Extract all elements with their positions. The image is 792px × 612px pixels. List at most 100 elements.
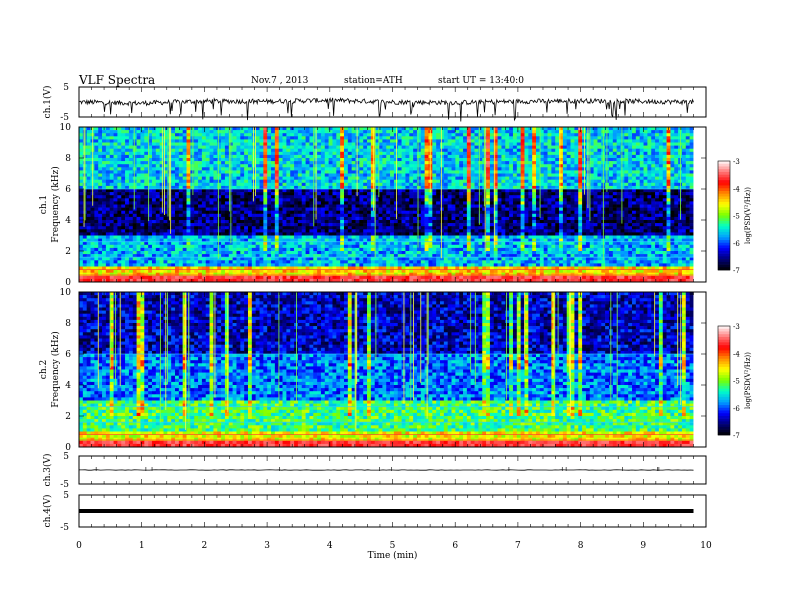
spectrogram-cell — [516, 201, 521, 205]
spectrogram-cell — [639, 198, 644, 202]
spectrogram-cell — [536, 220, 541, 224]
spectrogram-cell — [79, 136, 84, 140]
spectrogram-cell — [428, 213, 433, 218]
spectrogram-cell — [140, 167, 145, 171]
spectrogram-cell — [447, 198, 452, 202]
spectrogram-cell — [463, 170, 468, 174]
spectrogram-cell — [175, 154, 180, 159]
spectrogram-cell — [305, 170, 310, 174]
spectrogram-cell — [320, 176, 326, 180]
spectrogram-cell — [420, 220, 425, 224]
spectrogram-cell — [393, 201, 399, 205]
spectrogram-cell — [670, 220, 675, 224]
spectrogram-cell — [105, 176, 111, 180]
spectrogram-cell — [317, 142, 322, 146]
spectrogram-cell — [536, 133, 541, 137]
spectrogram-cell — [570, 136, 575, 140]
spectrogram-cell — [685, 213, 690, 218]
spectrogram-cell — [532, 130, 537, 134]
spectrogram-cell — [151, 204, 157, 208]
spectrogram-cell — [440, 210, 445, 215]
spectrogram-cell — [324, 151, 329, 156]
spectrogram-cell — [681, 185, 687, 190]
spectrogram-cell — [347, 213, 352, 218]
spectrogram-cell — [113, 136, 118, 140]
spectrogram-cell — [547, 195, 552, 199]
spectrogram-cell — [620, 195, 625, 199]
spectrogram-cell — [509, 158, 514, 162]
spectrogram-cell — [393, 130, 399, 134]
spectrogram-cell — [363, 198, 368, 202]
spectrogram-cell — [378, 145, 383, 149]
spectrogram-cell — [194, 139, 199, 143]
spectrogram-cell — [117, 210, 122, 215]
spectrogram-cell — [94, 167, 99, 171]
spectrogram-cell — [662, 192, 667, 196]
spectrogram-cell — [217, 151, 222, 156]
spectrogram-cell — [666, 167, 671, 171]
spectrogram-cell — [205, 148, 210, 153]
spectrogram-cell — [159, 167, 164, 171]
spectrogram-cell — [251, 133, 256, 137]
spectrogram-cell — [148, 220, 153, 224]
spectrogram-cell — [340, 148, 345, 153]
spectrogram-cell — [217, 220, 222, 224]
spectrogram-cell — [221, 139, 226, 143]
spectrogram-cell — [374, 136, 379, 140]
spectrogram-cell — [555, 148, 560, 153]
spectrogram-cell — [320, 204, 326, 208]
spectrogram-cell — [662, 136, 667, 140]
spectrogram-cell — [336, 167, 341, 171]
spectrogram-cell — [259, 201, 264, 205]
spectrogram-cell — [424, 207, 429, 211]
spectrogram-cell — [171, 130, 176, 134]
spectrogram-cell — [86, 164, 91, 168]
spectrogram-cell — [317, 164, 322, 168]
spectrogram-cell — [186, 164, 191, 168]
spectrogram-cell — [343, 136, 349, 140]
spectrogram-cell — [536, 145, 541, 149]
spectrogram-cell — [317, 213, 322, 218]
spectrogram-cell — [213, 127, 218, 131]
spectrogram-cell — [393, 179, 399, 184]
spectrogram-cell — [670, 210, 675, 215]
spectrogram-cell — [585, 213, 591, 218]
spectrogram-cell — [359, 204, 364, 208]
spectrogram-cell — [593, 127, 598, 131]
spectrogram-cell — [267, 192, 272, 196]
spectrogram-cell — [651, 220, 656, 224]
spectrogram-cell — [221, 170, 226, 174]
spectrogram-cell — [685, 139, 690, 143]
spectrogram-cell — [178, 182, 183, 187]
spectrogram-cell — [255, 158, 260, 162]
spectrogram-cell — [109, 173, 114, 177]
spectrogram-cell — [566, 136, 571, 140]
spectrogram-cell — [121, 192, 126, 196]
spectrogram-cell — [416, 136, 422, 140]
spectrogram-cell — [451, 133, 456, 137]
spectrogram-cell — [198, 182, 203, 187]
spectrogram-cell — [516, 173, 521, 177]
spectrogram-cell — [336, 173, 341, 177]
spectrogram-cell — [574, 148, 579, 153]
spectrogram-cell — [528, 207, 533, 211]
spectrogram-cell — [547, 216, 552, 221]
spectrogram-cell — [163, 161, 168, 165]
spectrogram-cell — [501, 167, 506, 171]
spectrogram-cell — [159, 220, 164, 224]
spectrogram-cell — [424, 158, 429, 162]
spectrogram-cell — [539, 213, 544, 218]
spectrogram-cell — [589, 133, 594, 137]
spectrogram-cell — [190, 223, 195, 227]
spectrogram-cell — [367, 220, 372, 224]
spectrogram-cell — [416, 167, 422, 171]
spectrogram-cell — [328, 220, 333, 224]
spectrogram-cell — [309, 216, 314, 221]
spectrogram-cell — [297, 173, 303, 177]
spectrogram-cell — [163, 142, 168, 146]
spectrogram-cell — [674, 189, 679, 193]
spectrogram-cell — [313, 167, 318, 171]
spectrogram-cell — [582, 201, 587, 205]
spectrogram-cell — [574, 158, 579, 162]
spectrogram-cell — [489, 158, 495, 162]
